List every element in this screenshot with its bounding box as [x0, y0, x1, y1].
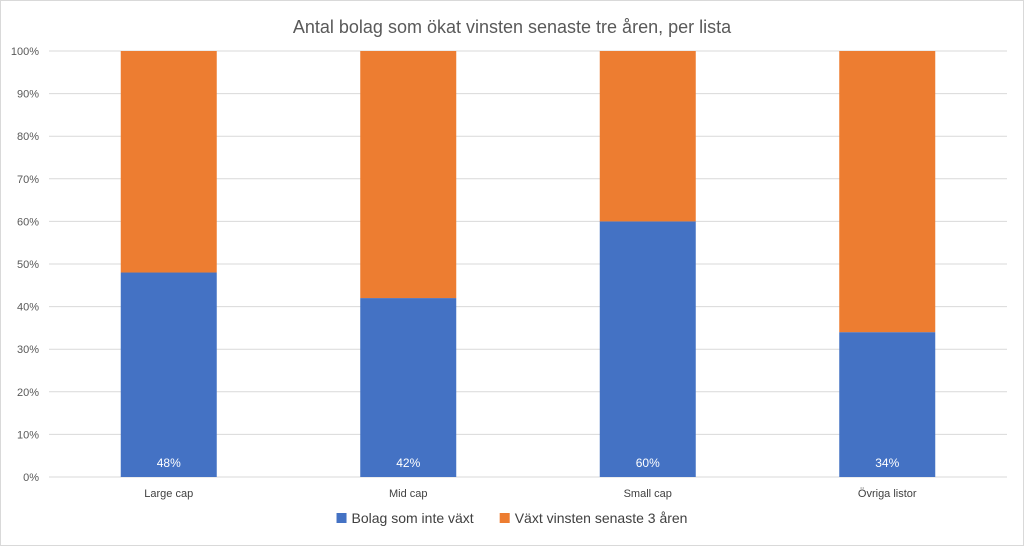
data-label: 48% [157, 456, 181, 470]
y-tick-label: 40% [17, 302, 39, 314]
y-tick-label: 20% [17, 387, 39, 399]
y-tick-label: 0% [23, 472, 39, 484]
legend-item: Växt vinsten senaste 3 åren [499, 510, 688, 526]
x-category-label: Mid cap [389, 488, 428, 500]
bar-segment-not-grown [599, 221, 696, 477]
bar-segment-grown [599, 51, 696, 222]
chart-title: Antal bolag som ökat vinsten senaste tre… [293, 17, 732, 37]
bar-segment-grown [360, 51, 457, 299]
legend-swatch [336, 513, 347, 523]
y-tick-label: 70% [17, 174, 39, 186]
x-category-label: Övriga listor [858, 488, 917, 500]
legend-label: Växt vinsten senaste 3 åren [515, 510, 688, 526]
data-label: 42% [396, 456, 420, 470]
bar-segment-not-grown [839, 332, 936, 477]
y-tick-label: 10% [17, 429, 39, 441]
y-tick-label: 80% [17, 131, 39, 143]
bars-layer [120, 51, 936, 477]
x-category-label: Small cap [624, 488, 672, 500]
legend-label: Bolag som inte växt [352, 510, 474, 526]
y-tick-label: 90% [17, 89, 39, 101]
data-label: 34% [875, 456, 899, 470]
bar-segment-not-grown [120, 272, 217, 477]
bar-segment-grown [120, 51, 217, 273]
y-tick-label: 60% [17, 216, 39, 228]
legend-item: Bolag som inte växt [336, 510, 474, 526]
legend-swatch [499, 513, 510, 523]
bar-segment-grown [839, 51, 936, 333]
labels-layer: 48% Large cap 42% Mid cap 60% Small cap 34% Övr… [144, 456, 917, 500]
y-tick-label: 50% [17, 259, 39, 271]
y-tick-label: 30% [17, 344, 39, 356]
data-label: 60% [636, 456, 660, 470]
legend: Bolag som inte växt Växt vinsten senaste … [336, 510, 688, 526]
bar-segment-not-grown [360, 298, 457, 477]
y-tick-label: 100% [11, 46, 39, 58]
x-category-label: Large cap [144, 488, 193, 500]
